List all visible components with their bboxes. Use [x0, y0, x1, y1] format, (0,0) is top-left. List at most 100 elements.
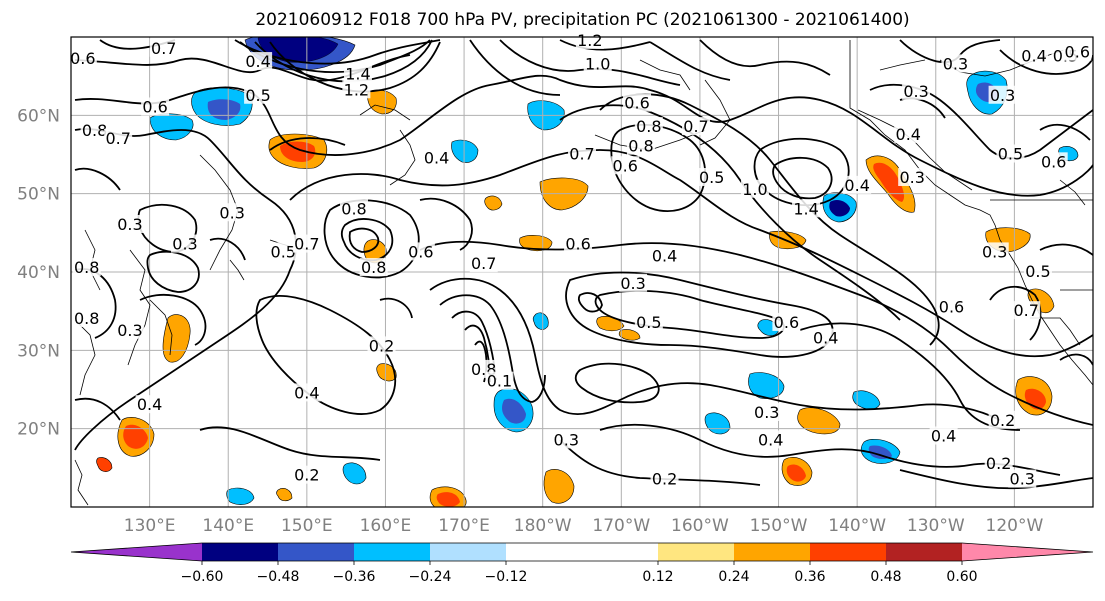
pv-contour [989, 286, 1042, 341]
pv-contour-label: 0.4 [245, 52, 270, 71]
pv-contour-label: 1.0 [585, 54, 610, 73]
pv-contour-label: 0.8 [74, 309, 99, 328]
lon-label: 150°E [281, 516, 333, 536]
pv-contour-label: 0.6 [1041, 152, 1066, 171]
pv-contour [649, 41, 731, 81]
pv-contour [419, 240, 1093, 426]
lon-label: 180°W [514, 516, 572, 536]
pv-contour-label: 0.4 [758, 430, 783, 449]
colorbar-segment [202, 543, 278, 561]
pv-contour-label: 1.0 [742, 180, 767, 199]
pv-contour-label: 1.4 [793, 199, 818, 218]
pv-contour [599, 423, 1061, 476]
pv-contour-label: 0.3 [990, 86, 1015, 105]
pv-label-background [343, 64, 372, 83]
pv-label-background [115, 215, 144, 233]
colorbar-tick-label: 0.12 [642, 569, 673, 585]
pv-contour [1039, 123, 1091, 141]
lon-label: 160°W [671, 516, 729, 536]
pv-contour [146, 250, 200, 293]
pv-contour [594, 289, 785, 339]
longitude-labels: 130°E 140°E 150°E 160°E 170°E 180°W 170°W 160°W… [124, 516, 1044, 536]
pv-contour [559, 39, 651, 51]
pv-contour [199, 426, 381, 461]
coastline [74, 459, 89, 506]
pv-contour-label: 0.3 [117, 215, 142, 234]
pv-label-background [422, 148, 451, 167]
pv-label-background [568, 144, 596, 163]
pv-label-background [988, 85, 1017, 104]
coastline [127, 249, 151, 366]
coastline [74, 319, 96, 396]
latitude-labels: 60°N 50°N 40°N 30°N 20°N [17, 106, 60, 439]
pv-contour-label: 0.4 [1021, 47, 1046, 66]
pv-label-background [367, 336, 396, 355]
pv-contour [255, 295, 397, 415]
pv-label-background [68, 48, 97, 67]
pv-label-background [941, 54, 970, 73]
pv-contour-label: 0.4 [294, 383, 319, 402]
pv-contour-label: 0.3 [219, 203, 244, 222]
pv-label-background [292, 234, 321, 253]
pv-contour [599, 93, 940, 346]
pv-contour [289, 149, 1093, 358]
pv-contour-label: 0.7 [471, 254, 496, 273]
colorbar-segment [734, 543, 810, 561]
pv-contour [699, 39, 831, 76]
pv-label-background [843, 175, 872, 194]
pv-contour-label: 0.5 [699, 168, 724, 187]
pv-label-background [485, 371, 514, 390]
colorbar-segment [354, 543, 430, 561]
pv-label-background [269, 242, 298, 261]
pv-contour-label: 0.3 [903, 82, 928, 101]
lon-label: 130°E [124, 516, 176, 536]
pv-contour-label: 0.6 [408, 242, 433, 261]
pv-contour-label: 0.7 [683, 117, 708, 136]
lon-label: 140°E [202, 516, 254, 536]
lat-label: 20°N [17, 420, 60, 440]
pv-label-background [244, 52, 273, 71]
pv-label-background [988, 410, 1017, 429]
pv-label-background [342, 80, 371, 99]
pv-label-background [1008, 469, 1037, 488]
pv-label-background [681, 117, 710, 136]
pv-contour [799, 322, 1021, 431]
lat-label: 30°N [17, 341, 60, 361]
page-title: 2021060912 F018 700 hPa PV, precipitatio… [255, 10, 910, 30]
pv-label-background [626, 136, 655, 155]
pv-label-background [894, 124, 923, 143]
pv-label-background [359, 258, 388, 277]
lat-label: 60°N [17, 106, 60, 126]
coastline [359, 104, 411, 121]
pv-contour [559, 439, 761, 486]
pv-contour-label: 0.6 [1065, 43, 1090, 62]
pv-label-background [141, 97, 170, 116]
pv-label-background [135, 395, 164, 414]
pv-contour-label: 0.5 [245, 86, 270, 105]
pv-contour [74, 167, 121, 191]
pv-contour-label: 0.3 [899, 168, 924, 187]
pv-contour [74, 397, 121, 421]
pv-contour-label: 0.5 [998, 145, 1023, 164]
pv-contour [379, 297, 413, 319]
lon-label: 140°W [828, 516, 886, 536]
pv-contour-label: 0.5 [636, 313, 661, 332]
pv-contour [574, 362, 660, 404]
colorbar-tick-label: 0.48 [870, 569, 901, 585]
pv-contour-label: 0.2 [294, 466, 319, 485]
pv-contour-label: 0.4 [424, 148, 449, 167]
colorbar-tick-label: 0.24 [718, 569, 749, 585]
pv-contour-label: 0.4 [137, 395, 162, 414]
pv-label-background [575, 30, 604, 49]
colorbar: −0.60 −0.48 −0.36 −0.24 −0.12 0.12 0.24 0.36 0.4… [70, 542, 1094, 585]
pv-contour-label: 0.2 [986, 454, 1011, 473]
colorbar-segment [886, 543, 962, 561]
pv-label-background [406, 242, 435, 261]
pv-label-background [72, 258, 101, 277]
pv-label-background [898, 168, 927, 186]
pv-contour-label: 0.4 [652, 246, 677, 265]
pv-contour-label: 0.4 [813, 329, 838, 348]
colorbar-segment [430, 543, 506, 561]
pv-contour-label: 0.6 [624, 94, 649, 113]
